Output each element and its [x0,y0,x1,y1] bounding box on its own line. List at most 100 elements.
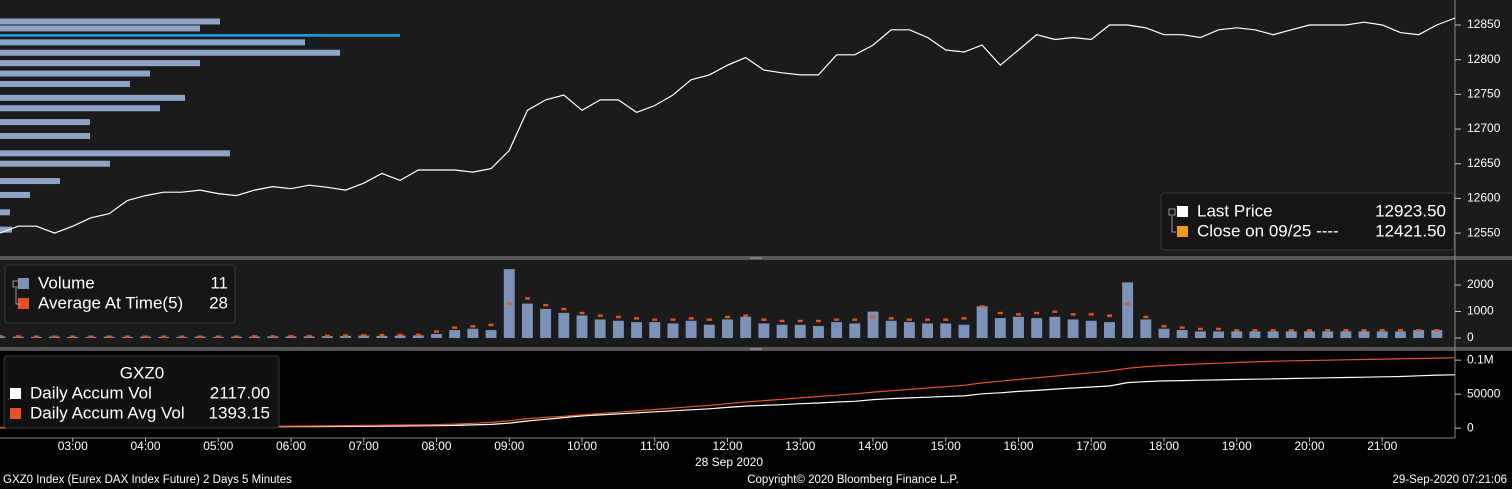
volume-bar [1322,331,1334,338]
profile-bar [0,160,110,167]
legend-box [4,264,236,324]
average-marker [197,335,203,338]
legend-value: 2117.00 [210,383,270,402]
average-marker [1434,329,1440,332]
volume-bar [1358,331,1370,338]
volume-bar [1049,316,1061,338]
average-marker [434,330,439,333]
x-tick-label: 12:00 [712,439,742,453]
footer-right: 29-Sep-2020 07:21:06 [1393,474,1507,486]
volume-bar [1267,331,1279,338]
average-marker [415,333,421,336]
average-marker [1143,315,1149,319]
legend-label: Daily Accum Avg Vol [30,403,185,422]
x-tick-label: 06:00 [276,439,306,453]
x-tick-label: 21:00 [1367,439,1397,453]
average-marker [1307,329,1312,332]
x-tick-label: 16:00 [1003,439,1033,453]
volume-bar [758,323,770,338]
average-marker [1379,329,1385,332]
volume-bar [703,324,715,338]
average-marker [652,318,658,321]
legend-box [1160,192,1455,251]
volume-bar [1285,331,1297,338]
average-marker [233,335,239,338]
average-marker [1088,313,1094,316]
average-marker [797,319,803,323]
profile-bar [0,105,160,112]
average-marker [252,335,258,338]
volume-bar [358,335,370,338]
average-marker [943,318,949,321]
average-marker [361,334,367,337]
x-tick-label: 03:00 [58,439,88,453]
legend-value: 28 [209,293,228,312]
volume-bar [958,324,970,338]
volume-bar [576,315,588,338]
average-marker [888,317,894,320]
average-marker [1161,325,1167,328]
average-marker [106,335,112,338]
average-marker [0,334,3,338]
volume-bar [321,336,333,338]
average-marker [161,335,167,338]
x-tick-label: 11:00 [640,439,669,453]
volume-bar [558,312,570,338]
volume-bar [540,308,552,338]
volume-bar [776,324,788,338]
average-marker [1016,313,1021,316]
legend-collapse[interactable] [12,280,20,288]
average-marker [343,334,349,337]
volume-bar [340,335,352,338]
volume-bar [1231,331,1243,338]
y-tick-label: 0 [1467,420,1474,434]
volume-bar [1340,331,1352,338]
volume-bar [831,322,843,338]
profile-bar [0,132,90,139]
average-marker [524,297,530,300]
x-tick-label: 05:00 [203,439,233,453]
x-tick-label: 14:00 [858,439,888,453]
volume-bar [667,323,679,338]
profile-bar [0,94,185,101]
x-tick-label: 07:00 [349,439,379,453]
average-marker [270,335,276,338]
average-marker [634,317,640,320]
volume-bar [976,306,988,338]
average-marker [834,318,840,321]
profile-bar [0,80,130,87]
average-marker [543,303,549,307]
legend-swatch [10,388,21,399]
volume-bar [685,320,697,338]
average-marker [324,334,330,338]
average-marker [1288,329,1294,332]
legend-label: Average At Time(5) [38,293,183,312]
volume-bar [467,328,479,338]
volume-bar [1140,319,1152,338]
average-marker [143,335,148,338]
volume-bar [1413,330,1425,338]
x-tick-label: 15:00 [931,439,961,453]
volume-bar [1103,322,1115,338]
legend-swatch [18,298,29,309]
x-tick-label: 04:00 [130,439,160,453]
average-marker [615,315,621,319]
x-tick-label: 17:00 [1076,439,1106,453]
average-marker [1106,314,1112,317]
volume-bar [631,322,643,338]
profile-bar [0,70,150,77]
average-marker [761,318,767,321]
volume-bar [0,336,6,338]
y-tick-label: 2000 [1467,277,1494,291]
volume-bar [431,334,442,338]
volume-bar [722,319,733,338]
legend-collapse[interactable] [1168,208,1176,216]
volume-bar [394,335,406,338]
profile-bar [0,119,90,126]
legend-tree [1171,216,1176,233]
volume-bar [1158,328,1170,338]
average-marker [961,317,967,320]
average-marker [1197,327,1203,331]
profile-bar [0,25,200,32]
x-tick-label: 08:00 [421,439,451,453]
